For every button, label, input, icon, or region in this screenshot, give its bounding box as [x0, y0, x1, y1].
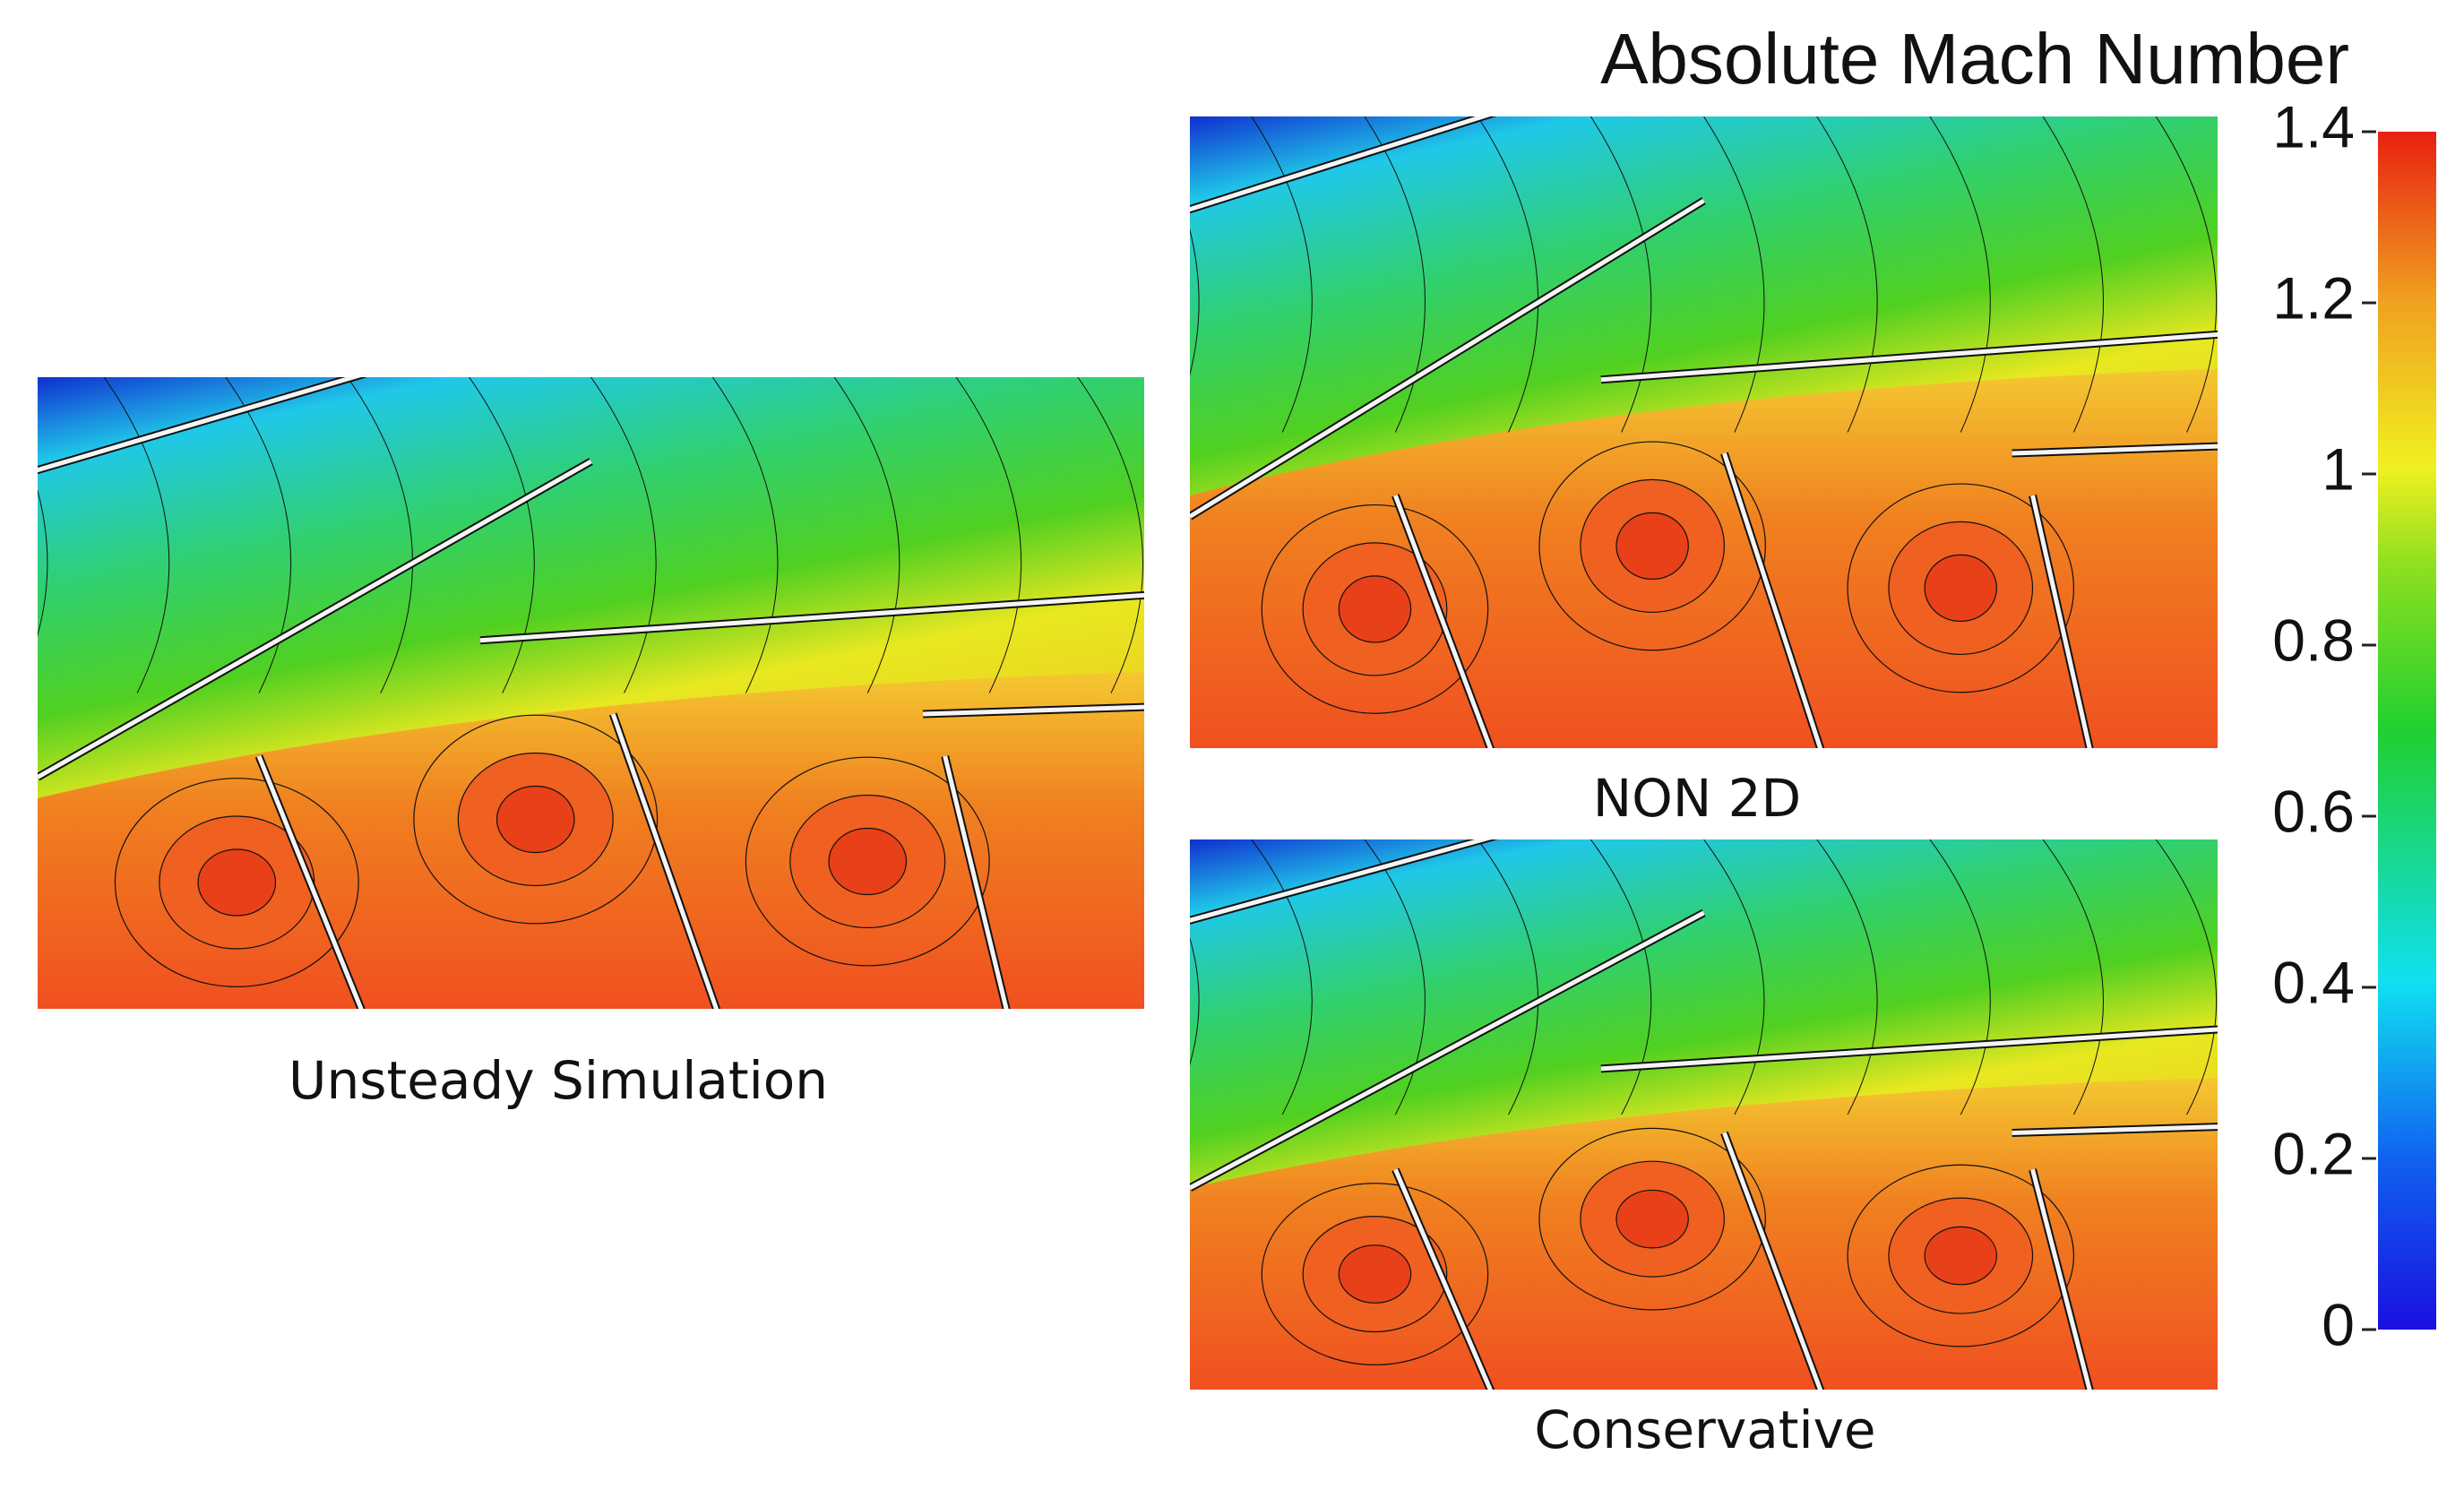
contour: [1704, 116, 1764, 433]
contour: [1817, 839, 1877, 1115]
blade: [2012, 443, 2321, 453]
contour-plot: [985, 822, 2321, 1408]
panel-caption: NON 2D: [1593, 768, 1801, 829]
colorbar-title: Absolute Mach Number: [1600, 19, 2349, 99]
contour: [1590, 116, 1650, 433]
contour: [745, 757, 989, 966]
contour: [1139, 839, 1199, 1115]
contour: [1339, 576, 1410, 642]
contour: [1704, 839, 1764, 1115]
contour: [1925, 555, 1996, 621]
contour: [1365, 116, 1425, 433]
blade: [985, 822, 1550, 977]
blade: [1724, 1132, 1827, 1408]
contour: [1539, 442, 1765, 650]
contour-plot: [0, 357, 1255, 1030]
contour: [226, 377, 291, 693]
contour: [956, 377, 1021, 693]
contour-plot: [985, 96, 2321, 770]
blade: [1395, 1169, 1498, 1408]
contour: [198, 849, 275, 916]
tick-label: 1.2: [2272, 264, 2355, 331]
tick-label: 0.2: [2272, 1120, 2355, 1186]
contour: [2043, 116, 2103, 433]
contour: [1590, 839, 1650, 1115]
blade: [985, 96, 1550, 275]
blade: [480, 588, 1255, 641]
contour: [712, 377, 778, 693]
contour: [591, 377, 657, 693]
contour: [1539, 1128, 1765, 1310]
contour: [1252, 839, 1312, 1115]
contour: [1252, 116, 1312, 433]
blade: [0, 357, 425, 536]
contour: [104, 377, 169, 693]
contour: [115, 779, 358, 987]
contour: [1848, 484, 2073, 693]
colorbar: [2378, 132, 2436, 1330]
contour: [1616, 512, 1688, 579]
blade: [613, 714, 724, 1030]
blade: [2033, 1169, 2095, 1408]
contour: [1478, 839, 1538, 1115]
contour: [1616, 1190, 1688, 1247]
contour: [1930, 839, 1990, 1115]
blade: [1601, 327, 2321, 380]
contour: [497, 786, 574, 852]
blade: [1190, 913, 1704, 1188]
contour: [348, 377, 413, 693]
contour: [2043, 839, 2103, 1115]
blade: [923, 703, 1255, 714]
contour: [1339, 1245, 1410, 1303]
tick-label: 0.8: [2272, 607, 2355, 673]
contour: [1078, 377, 1143, 693]
panel-caption: Conservative: [1534, 1399, 1875, 1460]
contour: [1848, 1165, 2073, 1347]
contour: [1139, 116, 1199, 433]
contour: [1817, 116, 1877, 433]
tick-label: 0.6: [2272, 778, 2355, 844]
blade: [259, 756, 370, 1030]
blade: [2033, 495, 2095, 770]
tick-label: 0.4: [2272, 949, 2355, 1015]
contour: [1262, 1184, 1487, 1365]
contour: [414, 715, 658, 924]
blade: [1190, 201, 1704, 517]
contour: [2156, 116, 2216, 433]
blade: [38, 461, 591, 778]
blade: [1724, 453, 1827, 770]
tick-label: 0: [2322, 1291, 2355, 1357]
blade: [1395, 495, 1498, 770]
contour: [829, 828, 906, 894]
contour: [470, 377, 535, 693]
contour: [2156, 839, 2216, 1115]
panel-caption: Unsteady Simulation: [289, 1050, 828, 1111]
blade: [2012, 1124, 2321, 1132]
contour: [1478, 116, 1538, 433]
contour: [1262, 505, 1487, 714]
contour: [0, 377, 47, 693]
contour: [834, 377, 900, 693]
contour: [1925, 1227, 1996, 1284]
blade: [945, 756, 1012, 1030]
contour: [1365, 839, 1425, 1115]
tick-label: 1.4: [2272, 93, 2355, 159]
contour: [1930, 116, 1990, 433]
tick-label: 1: [2322, 435, 2355, 502]
blade: [1601, 1023, 2321, 1069]
